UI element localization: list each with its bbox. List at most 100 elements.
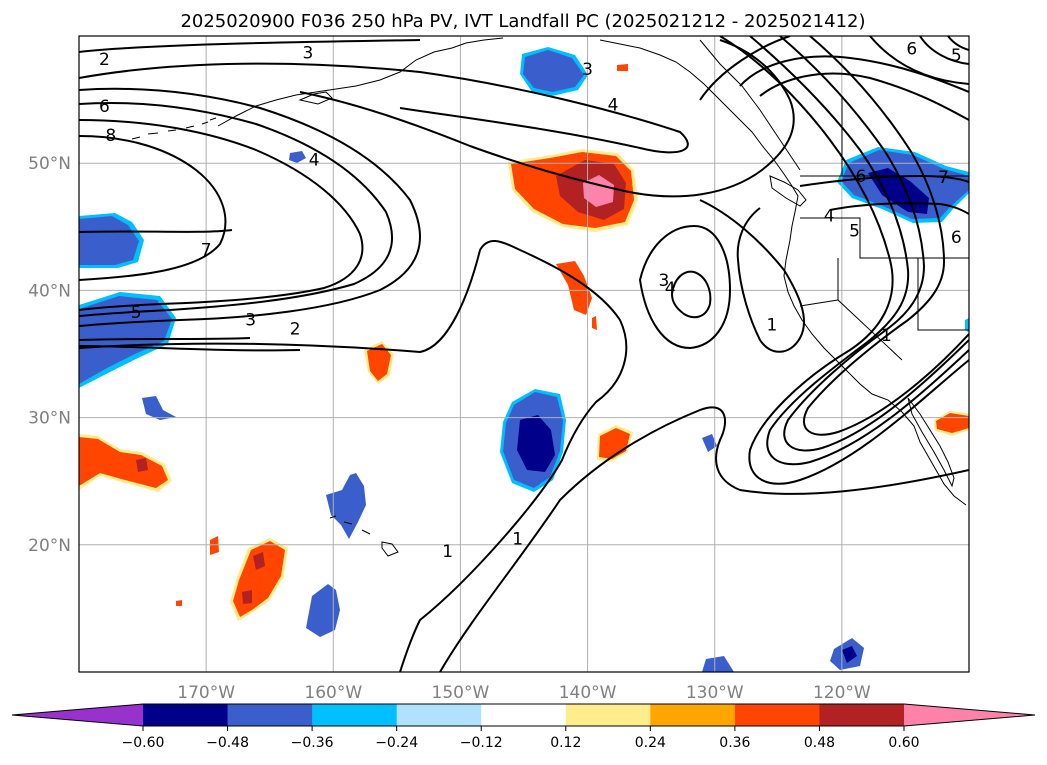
pv-contour-label: 1 — [881, 326, 892, 346]
longitude-tick-label: 130°W — [686, 683, 744, 703]
pv-contour-label: 6 — [906, 40, 917, 60]
latitude-tick-label: 20°N — [28, 536, 71, 556]
pv-contour-line — [739, 55, 969, 93]
pv-contour-label: 1 — [767, 316, 778, 336]
colorbar-tick-label: −0.48 — [206, 735, 249, 751]
colorbar-segment — [565, 704, 651, 726]
pv-contour-label: 7 — [938, 168, 949, 188]
pv-contour-line — [802, 36, 969, 436]
pv-contour-label: 1 — [442, 542, 453, 562]
pv-contour-label: 6 — [951, 228, 962, 248]
negative-anomaly-region — [142, 396, 176, 420]
colorbar-tick-label: −0.36 — [291, 735, 334, 751]
pv-contour-label: 4 — [824, 206, 835, 226]
pv-contour-line — [719, 36, 969, 485]
longitude-tick-labels: 170°W 160°W 150°W 140°W 130°W 120°W — [177, 683, 871, 703]
pv-contour-label: 4 — [608, 96, 619, 116]
colorbar: −0.60 −0.48 −0.36 −0.24 −0.12 0.12 0.24 0.36 0.4… — [11, 703, 1036, 751]
colorbar-segment — [734, 704, 820, 726]
pv-contour-label: 4 — [665, 279, 676, 299]
colorbar-segment — [227, 704, 313, 726]
colorbar-tick-label: 0.36 — [719, 735, 750, 751]
negative-anomaly-region — [702, 434, 717, 452]
colorbar-segment — [312, 704, 398, 726]
latitude-tick-label: 50°N — [28, 154, 71, 174]
colorbar-segment — [396, 704, 482, 726]
negative-anomaly-region — [306, 584, 340, 637]
colorbar-tick-label: 0.12 — [550, 735, 581, 751]
vancouver-island — [769, 175, 807, 207]
pv-contour-label: 6 — [856, 167, 867, 187]
longitude-tick-label: 170°W — [177, 683, 235, 703]
pv-contour-label: 3 — [658, 271, 669, 291]
longitude-tick-label: 120°W — [813, 683, 871, 703]
negative-anomaly-region — [500, 389, 566, 492]
pv-contour-label: 5 — [849, 222, 860, 242]
pv-contour-line — [299, 39, 795, 198]
colorbar-tick-label: 0.48 — [804, 735, 835, 751]
pv-contour-label: 2 — [99, 50, 110, 70]
colorbar-tick-label: 0.24 — [635, 735, 666, 751]
colorbar-tick-label: −0.12 — [460, 735, 503, 751]
pv-contour-label: 3 — [582, 60, 593, 80]
pv-contour-label: 5 — [951, 46, 962, 66]
colorbar-tick-label: 0.60 — [888, 735, 919, 751]
pv-contour-line — [638, 224, 732, 350]
colorbar-tick-label: −0.24 — [375, 735, 418, 751]
pv-contour-label: 5 — [131, 303, 142, 323]
colorbar-tick-label: −0.60 — [122, 735, 165, 751]
longitude-tick-label: 160°W — [304, 683, 362, 703]
pv-contour-label: 6 — [99, 97, 110, 117]
positive-anomaly-region — [556, 261, 592, 315]
pv-contour-line — [759, 72, 969, 121]
pv-contour-label: 4 — [309, 150, 320, 170]
baja-california — [907, 397, 955, 488]
positive-anomaly-region — [592, 316, 597, 330]
pv-contour-line — [749, 36, 969, 466]
colorbar-extend-low — [12, 704, 143, 726]
pv-contour-line — [699, 36, 791, 101]
latitude-tick-label: 40°N — [28, 281, 71, 301]
positive-anomaly-region — [210, 536, 219, 555]
negative-anomaly-region — [965, 318, 969, 332]
pv-contour-line — [869, 36, 969, 85]
pv-contour-line — [79, 135, 227, 281]
pv-contour-line — [79, 240, 628, 672]
alaska-coastline — [217, 37, 504, 127]
pv-contour-line — [79, 39, 421, 53]
negative-anomaly-region — [830, 638, 864, 670]
pv-contour-line — [439, 406, 969, 672]
pv-contour-line — [79, 119, 364, 311]
state-borders — [799, 217, 969, 361]
aleutian-islands — [131, 117, 217, 140]
canada-interior-border — [699, 39, 843, 176]
colorbar-segment — [143, 704, 229, 726]
colorbar-segment — [481, 704, 567, 726]
pv-contour-label: 7 — [201, 241, 212, 261]
pv-contour-label: 8 — [105, 126, 116, 146]
pv-contour-line — [670, 270, 712, 319]
figure-title: 2025020900 F036 250 hPa PV, IVT Landfall… — [180, 11, 865, 32]
colorbar-extend-high — [904, 704, 1035, 726]
negative-anomaly-region — [702, 656, 734, 672]
positive-anomaly-region — [176, 600, 182, 606]
pv-contours — [79, 36, 969, 672]
colorbar-segment — [650, 704, 736, 726]
hawaii — [329, 515, 399, 557]
pv-contour-line — [799, 174, 969, 215]
pv-contour-label: 3 — [302, 44, 313, 64]
positive-anomaly-region — [79, 434, 172, 492]
longitude-tick-label: 140°W — [559, 683, 617, 703]
pv-contour-label: 2 — [290, 320, 301, 340]
latitude-tick-label: 30°N — [28, 409, 71, 429]
colorbar-segment — [819, 704, 905, 726]
pv-contour-line — [79, 87, 421, 327]
pv-contour-line — [779, 36, 969, 452]
pv-contour-line — [79, 102, 394, 317]
negative-anomaly-region — [79, 213, 144, 268]
pv-contour-label: 3 — [245, 311, 256, 331]
pv-contour-label: 1 — [512, 529, 523, 549]
